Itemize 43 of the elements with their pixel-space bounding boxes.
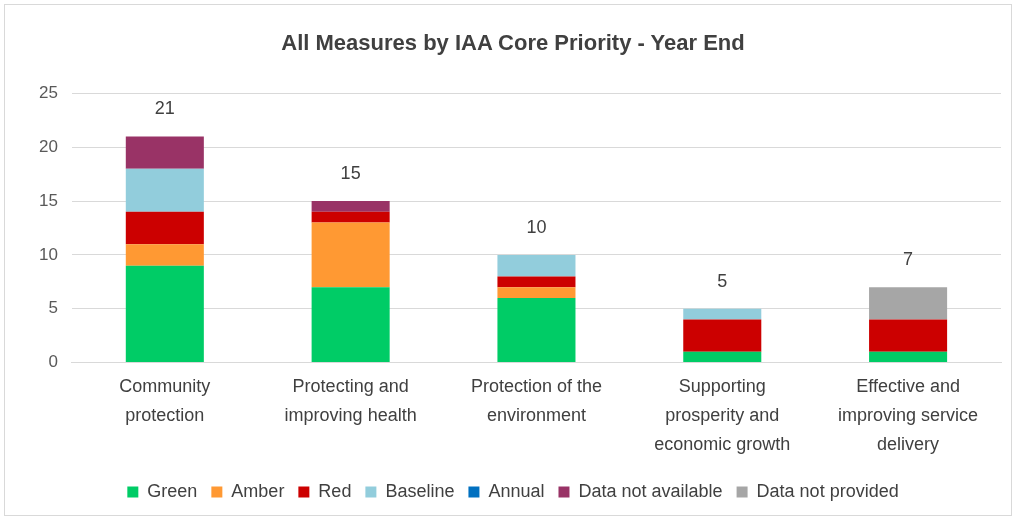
- legend-label: Data not available: [578, 480, 723, 501]
- bar: [683, 351, 762, 363]
- bar: [497, 297, 576, 363]
- bar: [869, 351, 948, 363]
- bar: [869, 319, 948, 352]
- x-tick-label: Supporting prosperity and economic growth: [654, 375, 791, 454]
- bar: [497, 276, 576, 288]
- bar: [497, 287, 576, 298]
- bar: [311, 222, 390, 288]
- total-label: 10: [526, 216, 547, 237]
- legend-label: Baseline: [385, 480, 455, 501]
- y-tick-label: 25: [38, 83, 58, 103]
- bar: [869, 287, 948, 320]
- bar: [311, 201, 390, 212]
- y-tick-label: 0: [48, 352, 58, 372]
- x-tick-label: Community protection: [119, 375, 211, 425]
- bar: [311, 287, 390, 363]
- bar: [125, 136, 204, 169]
- x-tick-label: Protection of the environment: [470, 375, 602, 425]
- legend-label: Red: [318, 480, 352, 501]
- total-label: 5: [717, 270, 728, 291]
- bar: [683, 308, 762, 320]
- total-label: 21: [154, 98, 175, 119]
- legend-label: Data not provided: [756, 480, 899, 501]
- y-tick-label: 15: [38, 190, 58, 210]
- legend-label: Amber: [231, 480, 285, 501]
- chart-title: All Measures by IAA Core Priority - Year End: [281, 30, 745, 56]
- total-label: 7: [903, 249, 914, 270]
- bar: [125, 168, 204, 212]
- total-label: 15: [340, 163, 361, 184]
- bar: [311, 211, 390, 223]
- x-tick-label: Effective and improving service delivery: [838, 375, 979, 454]
- legend-label: Annual: [488, 480, 545, 501]
- bar: [125, 211, 204, 245]
- legend-label: Green: [147, 480, 198, 501]
- y-tick-label: 5: [48, 298, 58, 318]
- bar: [683, 319, 762, 352]
- x-tick-label: Protecting and improving health: [284, 375, 417, 425]
- bar: [125, 265, 204, 363]
- y-tick-label: 10: [38, 244, 58, 264]
- bar: [497, 254, 576, 277]
- y-tick-label: 20: [38, 136, 58, 156]
- bar: [125, 244, 204, 266]
